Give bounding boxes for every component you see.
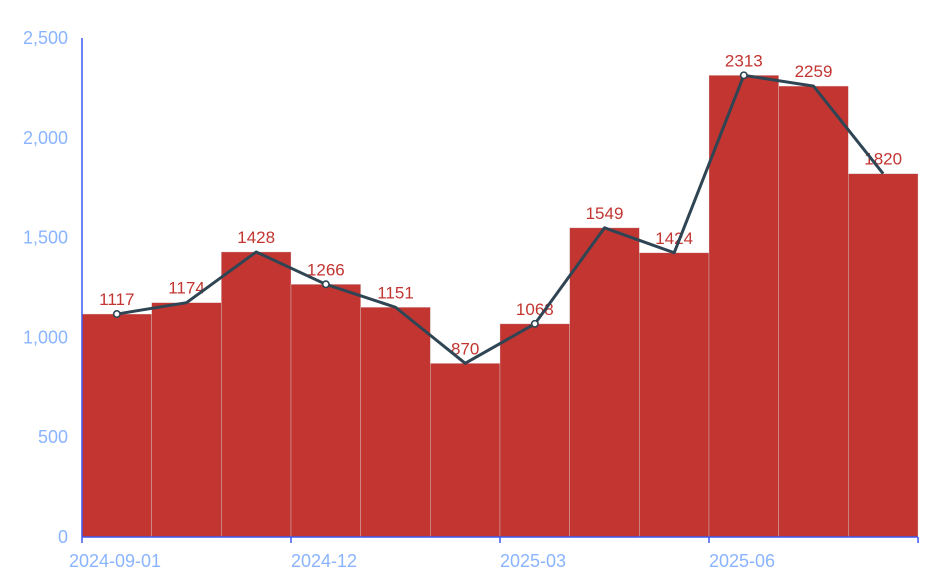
line-series: [112, 71, 885, 365]
bar-2024-10: [151, 302, 222, 538]
line-point-2024-09: [112, 310, 121, 319]
y-tick-label-1500: 1,500: [23, 228, 68, 248]
data-label-2025-06: 2313: [725, 51, 763, 70]
data-label-2024-11: 1428: [237, 228, 275, 247]
x-tick-label-0: 2024-09-01: [69, 551, 161, 571]
bar-2025-07: [778, 85, 849, 538]
data-label-2025-04: 1549: [586, 204, 624, 223]
y-tick-label-2000: 2,000: [23, 128, 68, 148]
bar-2025-04: [569, 227, 640, 538]
bar-2025-01: [360, 306, 431, 538]
data-label-2025-03: 1068: [516, 300, 554, 319]
bar-2024-11: [221, 251, 292, 538]
y-tick-label-500: 500: [38, 427, 68, 447]
data-label-2025-01: 1151: [377, 283, 414, 302]
data-label-group: 1117 1174 1428 1266 1151 870 1068 1549 1424 2313 2…: [99, 51, 902, 358]
y-tick-label-0: 0: [58, 527, 68, 547]
data-label-2024-10: 1174: [168, 279, 205, 298]
bar-2025-03: [499, 323, 570, 538]
data-label-2025-02: 870: [451, 339, 479, 358]
bar-2025-08: [848, 173, 919, 538]
bar-series: [81, 75, 919, 538]
x-tick-label-3: 2025-06: [709, 551, 775, 571]
data-label-2025-07: 2259: [795, 62, 833, 81]
bar-2024-09: [81, 313, 152, 538]
bar-2025-06: [708, 75, 779, 538]
x-tick-label-1: 2024-12: [291, 551, 357, 571]
axes: 0 500 1,000 1,500 2,000 2,500 2024-09-01 2024-1…: [23, 28, 919, 571]
data-label-2025-05: 1424: [655, 229, 693, 248]
line-point-2025-06: [739, 71, 748, 80]
bar-2024-12: [290, 284, 361, 538]
data-label-2024-09: 1117: [99, 290, 134, 309]
bar-2025-02: [430, 363, 501, 538]
y-tick-label-1000: 1,000: [23, 327, 68, 347]
x-tick-label-2: 2025-03: [500, 551, 566, 571]
bar-2025-05: [639, 252, 710, 538]
y-tick-label-2500: 2,500: [23, 28, 68, 48]
line-path: [116, 73, 885, 365]
line-point-2025-03: [530, 319, 539, 328]
data-label-2024-12: 1266: [307, 260, 345, 279]
line-point-2024-12: [321, 280, 330, 289]
